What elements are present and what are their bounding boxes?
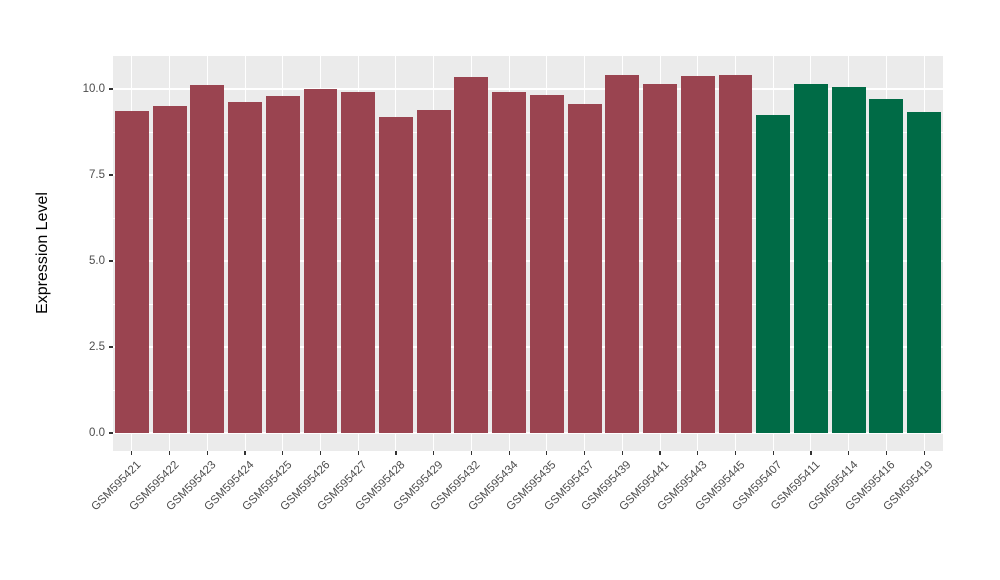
minor-gridline <box>113 131 943 133</box>
bar-GSM595425 <box>265 95 300 433</box>
x-axis-tick <box>659 451 661 455</box>
y-axis-tick <box>109 174 113 176</box>
y-axis-tick <box>109 88 113 90</box>
bar-GSM595407 <box>756 115 791 433</box>
bar-GSM595445 <box>718 74 753 433</box>
y-axis-tick <box>109 432 113 434</box>
x-axis-tick <box>168 451 171 455</box>
bar-GSM595424 <box>228 101 263 433</box>
major-gridline <box>113 88 943 90</box>
y-axis-tick <box>109 346 113 348</box>
y-tick-label: 10.0 <box>82 83 105 95</box>
bar-GSM595419 <box>907 111 942 433</box>
y-tick-label: 0.0 <box>89 427 105 439</box>
x-axis-tick <box>508 451 510 455</box>
x-axis-tick <box>131 451 133 455</box>
bar-GSM595426 <box>303 89 338 433</box>
bar-GSM595423 <box>190 84 225 433</box>
x-axis-tick <box>697 451 699 455</box>
bar-GSM595443 <box>680 75 715 433</box>
bar-GSM595416 <box>869 99 904 433</box>
y-tick-label: 5.0 <box>89 255 105 267</box>
x-axis-tick <box>470 451 472 455</box>
major-gridline <box>113 174 943 176</box>
x-axis-tick <box>848 451 850 455</box>
x-axis-tick <box>244 451 246 455</box>
bar-GSM595432 <box>454 76 489 433</box>
minor-gridline <box>113 389 943 391</box>
bar-GSM595414 <box>831 86 866 433</box>
y-axis-title: Expression Level <box>34 192 51 314</box>
x-axis-tick <box>546 451 548 455</box>
x-axis-tick <box>357 451 359 455</box>
x-axis-tick <box>772 451 774 455</box>
y-tick-label: 2.5 <box>89 341 105 353</box>
x-axis-tick <box>923 451 925 455</box>
minor-gridline <box>113 217 943 219</box>
bar-GSM595428 <box>378 117 413 433</box>
bar-GSM595429 <box>416 109 451 433</box>
bar-GSM595427 <box>341 91 376 433</box>
bar-GSM595441 <box>643 84 678 433</box>
x-axis-tick <box>395 451 397 455</box>
bar-GSM595437 <box>567 103 602 433</box>
y-tick-label: 7.5 <box>89 169 105 181</box>
bar-GSM595422 <box>152 105 187 433</box>
x-axis-tick <box>583 451 586 455</box>
x-axis-tick <box>885 451 887 455</box>
bar-GSM595411 <box>793 83 828 433</box>
x-axis-tick <box>810 451 812 455</box>
bar-GSM595435 <box>529 94 564 433</box>
x-axis-tick <box>433 451 435 455</box>
y-axis-tick <box>109 260 113 262</box>
minor-gridline <box>113 303 943 305</box>
bar-GSM595439 <box>605 74 640 433</box>
bar-GSM595421 <box>114 110 149 433</box>
x-axis-tick <box>319 451 322 455</box>
x-axis-tick <box>621 451 623 455</box>
major-gridline <box>113 260 943 262</box>
x-axis-tick <box>734 451 737 455</box>
bar-GSM595434 <box>492 92 527 433</box>
x-axis-tick <box>282 451 284 455</box>
major-gridline <box>113 432 943 434</box>
major-gridline <box>113 346 943 348</box>
x-axis-tick <box>206 451 208 455</box>
